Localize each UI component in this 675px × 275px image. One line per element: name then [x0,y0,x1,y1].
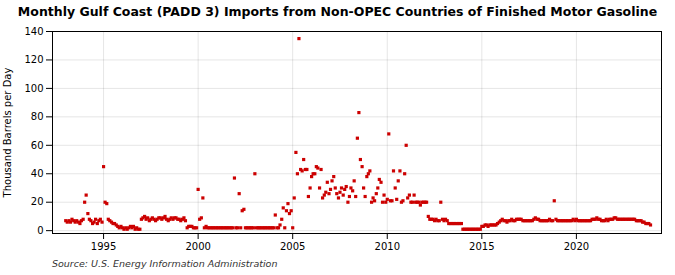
html-text:Monthly Gulf Coast (PADD 3) Im: Monthly Gulf Coast (PADD 3) Imports from… [17,4,658,19]
svg-text:2000: 2000 [185,241,210,252]
svg-text:2010: 2010 [375,241,400,252]
svg-text:120: 120 [24,54,43,65]
svg-text:Thousand Barrels per Day: Thousand Barrels per Day [2,68,13,199]
svg-text:2015: 2015 [469,241,494,252]
svg-text:2005: 2005 [280,241,305,252]
svg-text:100: 100 [24,83,43,94]
svg-text:40: 40 [31,168,44,179]
svg-text:20: 20 [31,196,44,207]
svg-text:140: 140 [24,26,43,37]
html-text:Source: U.S. Energy Informatio: Source: U.S. Energy Information Administ… [52,258,278,269]
svg-text:1995: 1995 [91,241,116,252]
svg-text:2020: 2020 [564,241,589,252]
svg-text:80: 80 [31,111,44,122]
svg-text:0: 0 [37,225,43,236]
svg-text:60: 60 [31,140,44,151]
